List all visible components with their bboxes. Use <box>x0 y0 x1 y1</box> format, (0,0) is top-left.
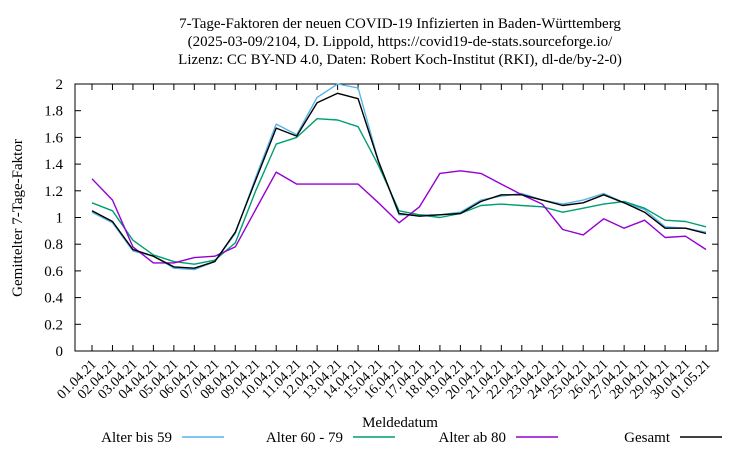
y-tick-label: 1.2 <box>44 184 63 200</box>
legend-label-alter-bis-59: Alter bis 59 <box>101 430 172 446</box>
chart-title: 7-Tage-Faktoren der neuen COVID-19 Infiz… <box>178 16 622 68</box>
x-axis-label: Meldedatum <box>362 415 438 431</box>
legend-label-alter-ab-80: Alter ab 80 <box>439 430 506 446</box>
chart-title-line-1: 7-Tage-Faktoren der neuen COVID-19 Infiz… <box>179 16 621 32</box>
y-tick-label: 0.4 <box>44 291 63 307</box>
y-tick-label: 0.6 <box>44 264 63 280</box>
legend-label-gesamt: Gesamt <box>624 430 671 446</box>
legend-label-alter-60-79: Alter 60 - 79 <box>266 430 343 446</box>
y-axis-label: Gemittelter 7-Tage-Faktor <box>10 139 26 297</box>
axes <box>74 83 719 352</box>
series-line-gesamt <box>91 92 707 269</box>
plot-frame <box>74 83 719 352</box>
chart-title-line-3: Lizenz: CC BY-ND 4.0, Daten: Robert Koch… <box>178 52 622 68</box>
y-tick-label: 0.8 <box>44 237 63 253</box>
series-line-alter-bis-59 <box>91 83 707 271</box>
y-tick-label: 1 <box>56 211 64 227</box>
y-tick-label: 1.4 <box>44 157 63 173</box>
y-tick-label: 0 <box>56 344 64 360</box>
y-tick-label: 1.8 <box>44 104 63 120</box>
y-axis-ticks: 0 0.2 0.4 0.6 0.8 1 1.2 1.4 1.6 1.8 2 <box>44 77 718 360</box>
series-lines <box>91 83 707 271</box>
chart-title-line-2: (2025-03-09/2104, D. Lippold, https://co… <box>188 34 613 50</box>
legend: Alter bis 59 Alter 60 - 79 Alter ab 80 Gesa… <box>101 430 722 446</box>
series-line-alter-ab-80 <box>91 170 707 264</box>
y-tick-label: 0.2 <box>44 317 63 333</box>
y-tick-label: 1.6 <box>44 130 63 146</box>
y-tick-label: 2 <box>56 77 64 93</box>
x-axis-ticks: 01.04.2102.04.2103.04.2104.04.2105.04.21… <box>55 84 714 402</box>
series-line-alter-60-79 <box>91 117 707 265</box>
